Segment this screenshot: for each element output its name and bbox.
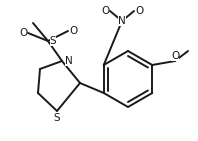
Text: O: O	[135, 6, 143, 16]
Text: N: N	[65, 56, 73, 66]
Text: S: S	[54, 113, 60, 123]
Text: O: O	[101, 6, 109, 16]
Text: S: S	[50, 36, 56, 46]
Text: O: O	[19, 28, 27, 38]
Text: N: N	[118, 16, 126, 26]
Text: O: O	[171, 51, 179, 61]
Text: O: O	[69, 26, 77, 36]
